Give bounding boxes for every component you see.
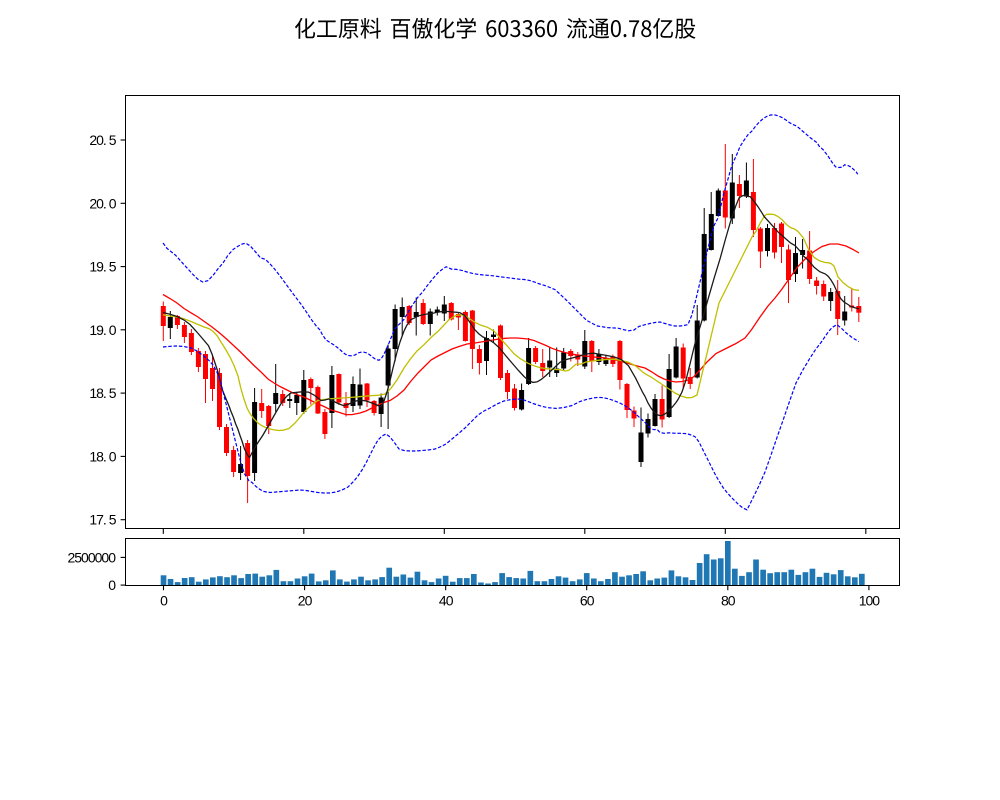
svg-text:20. 5: 20. 5 [89,132,116,148]
svg-text:20. 0: 20. 0 [89,195,116,211]
svg-text:18. 5: 18. 5 [89,385,116,401]
svg-text:17. 5: 17. 5 [89,512,116,528]
svg-text:60: 60 [580,593,595,609]
svg-text:0: 0 [108,577,116,593]
svg-text:0: 0 [160,593,168,609]
svg-text:20: 20 [298,593,313,609]
svg-text:19. 0: 19. 0 [89,322,116,338]
svg-text:2500000: 2500000 [67,549,116,565]
svg-text:80: 80 [721,593,736,609]
svg-text:18. 0: 18. 0 [89,448,116,464]
svg-text:100: 100 [859,593,881,609]
svg-text:19. 5: 19. 5 [89,259,116,275]
svg-text:40: 40 [439,593,454,609]
